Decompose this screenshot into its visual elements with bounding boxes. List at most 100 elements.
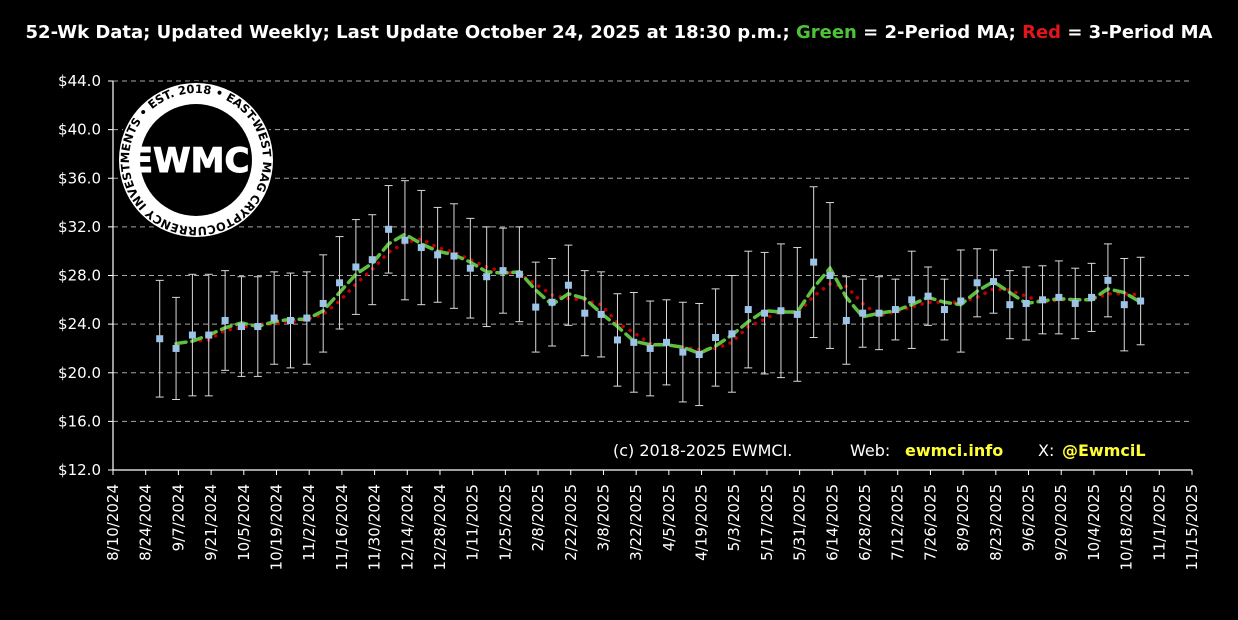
x-tick-label: 5/31/2025: [791, 484, 809, 561]
x-tick-label: 7/12/2025: [889, 484, 907, 561]
data-point: [826, 272, 834, 279]
data-point: [875, 309, 883, 317]
title-part: 52-Wk Data; Updated Weekly; Last Update …: [26, 22, 796, 43]
data-point: [761, 309, 769, 317]
data-point: [401, 236, 409, 244]
data-point: [483, 273, 491, 281]
x-tick-label: 9/7/2024: [169, 484, 187, 551]
data-point: [450, 252, 458, 260]
x-tick-label: 3/8/2025: [594, 484, 612, 551]
data-point: [1006, 301, 1014, 309]
title-part: = 3-Period MA: [1061, 22, 1212, 43]
x-tick-label: 5/17/2025: [758, 484, 776, 561]
x-tick-label: 6/14/2025: [823, 484, 841, 561]
x-tick-label: 10/18/2025: [1118, 484, 1136, 570]
data-point: [385, 225, 393, 233]
data-point: [940, 306, 948, 314]
x-tick-label: 8/24/2024: [137, 484, 155, 561]
data-point: [254, 323, 262, 331]
y-tick-label: $24.0: [58, 315, 101, 333]
x-tick-label: 10/5/2024: [235, 484, 253, 561]
data-point: [434, 251, 442, 259]
data-point: [842, 316, 850, 324]
credit-part: (c) 2018-2025 EWMCI.: [613, 441, 792, 460]
data-point: [712, 333, 720, 341]
data-point: [417, 244, 425, 252]
credit-part: ewmci.info: [905, 441, 1003, 460]
data-point: [352, 263, 360, 271]
data-point: [613, 336, 621, 344]
data-point: [1104, 276, 1112, 284]
y-tick-label: $36.0: [58, 169, 101, 187]
data-point: [1137, 297, 1145, 305]
data-point: [810, 258, 818, 266]
data-point: [286, 316, 294, 324]
x-tick-label: 11/2/2024: [300, 484, 318, 561]
x-tick-label: 11/1/2025: [1150, 484, 1168, 561]
data-point: [679, 348, 687, 356]
x-tick-label: 2/8/2025: [529, 484, 547, 551]
data-point: [466, 264, 474, 272]
data-point: [156, 335, 164, 343]
x-tick-label: 4/5/2025: [660, 484, 678, 551]
data-point: [205, 331, 213, 339]
data-point: [564, 281, 572, 289]
y-tick-label: $28.0: [58, 267, 101, 285]
x-tick-label: 2/22/2025: [562, 484, 580, 561]
data-point: [1071, 299, 1079, 307]
x-tick-label: 1/11/2025: [464, 484, 482, 561]
data-point: [597, 310, 605, 318]
data-point: [1120, 301, 1128, 309]
data-point: [1022, 299, 1030, 307]
data-point: [188, 331, 196, 339]
x-tick-label: 9/21/2024: [202, 484, 220, 561]
y-tick-label: $12.0: [58, 461, 101, 479]
y-tick-label: $20.0: [58, 364, 101, 382]
data-point: [957, 297, 965, 305]
data-point: [368, 256, 376, 264]
data-point: [548, 298, 556, 306]
credit-part: @EwmciL: [1062, 441, 1146, 460]
y-tick-label: $32.0: [58, 218, 101, 236]
data-point: [793, 310, 801, 318]
credit-part: X:: [1038, 441, 1054, 460]
data-point: [973, 279, 981, 287]
moving-average-line: [174, 232, 1143, 356]
data-point: [1039, 296, 1047, 304]
data-point: [172, 344, 180, 352]
x-tick-label: 5/3/2025: [725, 484, 743, 551]
data-point: [646, 344, 654, 352]
x-tick-label: 1/25/2025: [496, 484, 514, 561]
title-part: = 2-Period MA;: [857, 22, 1022, 43]
data-point: [1055, 293, 1063, 301]
x-tick-label: 9/20/2025: [1052, 484, 1070, 561]
data-point: [908, 296, 916, 304]
data-point: [532, 303, 540, 311]
data-point: [270, 314, 278, 322]
credit-part: Web:: [850, 441, 890, 460]
title-part: Green: [796, 22, 857, 43]
data-point: [319, 299, 327, 307]
plot: [155, 180, 1145, 407]
credit: (c) 2018-2025 EWMCI. Web: ewmci.info X: @Ewm…: [613, 441, 1146, 460]
x-tick-label: 11/15/2025: [1183, 484, 1201, 570]
data-point: [777, 307, 785, 315]
x-tick-label: 11/30/2024: [366, 484, 384, 570]
data-point: [221, 316, 229, 324]
y-tick-label: $40.0: [58, 121, 101, 139]
data-point: [695, 351, 703, 359]
data-point: [499, 267, 507, 275]
x-tick-label: 3/22/2025: [627, 484, 645, 561]
data-point: [924, 292, 932, 300]
data-point: [515, 270, 523, 278]
y-tick-label: $44.0: [58, 72, 101, 90]
data-point: [891, 306, 899, 314]
data-point: [581, 309, 589, 317]
x-tick-label: 12/28/2024: [431, 484, 449, 570]
data-point: [630, 338, 638, 346]
data-point: [728, 330, 736, 338]
data-point: [237, 323, 245, 331]
x-tick-label: 7/26/2025: [921, 484, 939, 561]
